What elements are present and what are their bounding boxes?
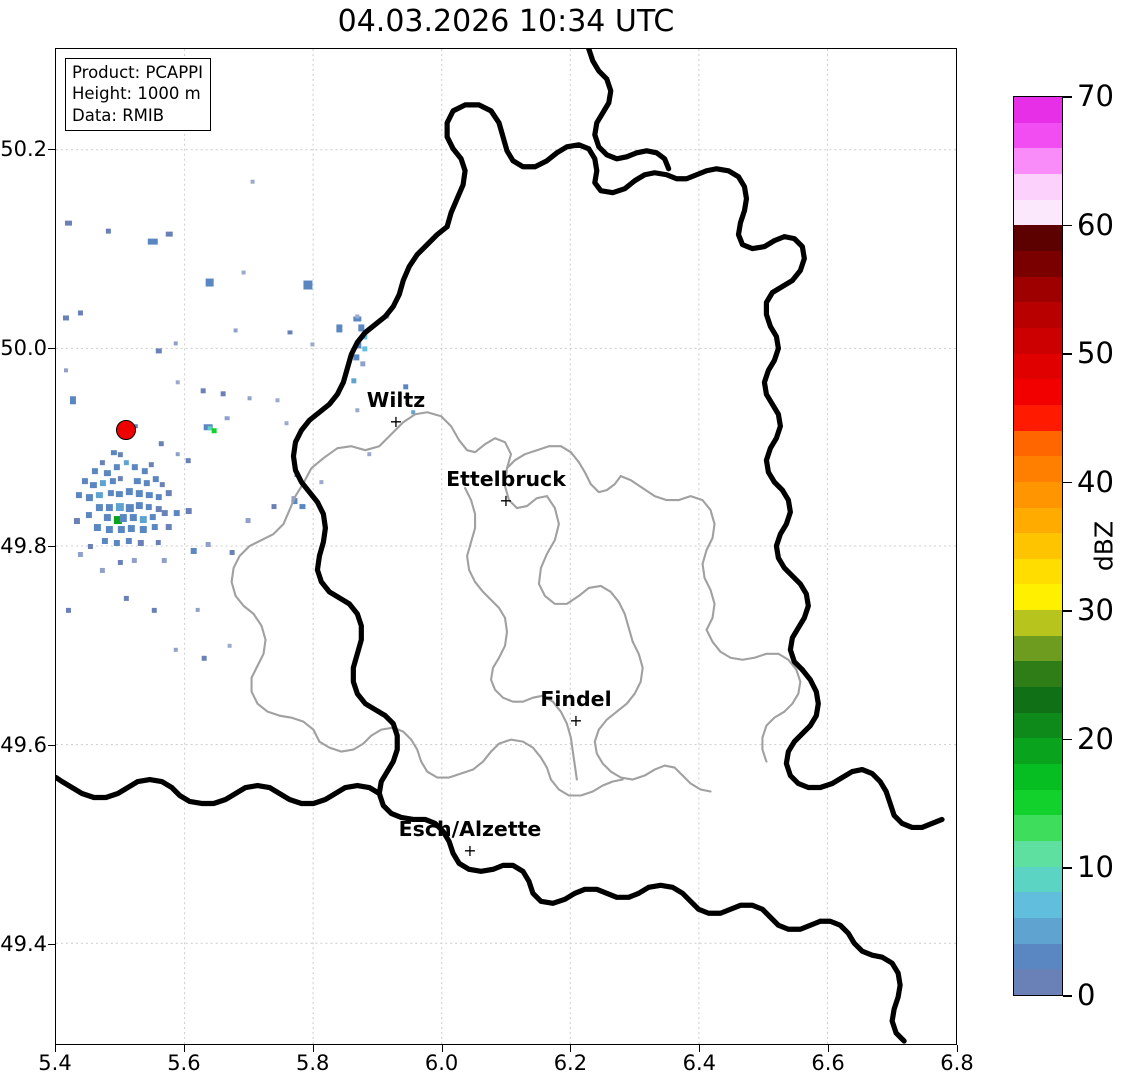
colorbar-band [1014, 943, 1062, 970]
radar-echo-pixels [62, 179, 416, 661]
colorbar-band [1014, 610, 1062, 636]
colorbar-band [1014, 738, 1062, 765]
colorbar-band [1014, 199, 1062, 226]
colorbar-tick-label: 40 [1077, 464, 1114, 499]
colorbar-band [1014, 584, 1062, 611]
colorbar-band [1014, 558, 1062, 585]
colorbar-band [1014, 430, 1062, 457]
colorbar-tick-label: 20 [1077, 721, 1114, 756]
colorbar-tick-label: 60 [1077, 207, 1114, 242]
colorbar-band [1014, 687, 1062, 713]
y-tick-label: 49.4 [0, 932, 47, 956]
colorbar-band [1014, 456, 1062, 482]
colorbar-band [1014, 97, 1062, 123]
city-label-esch-alzette[interactable]: Esch/Alzette + [399, 819, 542, 859]
city-label-ettelbruck[interactable]: Ettelbruck + [446, 469, 566, 509]
x-tick-label: 5.6 [167, 1051, 201, 1075]
neighbouring-country-borders [586, 49, 672, 172]
x-tick-label: 6.6 [811, 1051, 845, 1075]
colorbar-band [1014, 892, 1062, 918]
colorbar-band [1014, 815, 1062, 842]
city-marker: + [499, 490, 513, 510]
colorbar-band [1014, 327, 1062, 354]
info-data: Data: RMIB [72, 105, 165, 125]
map-canvas [56, 49, 956, 1044]
city-name: Wiltz [366, 388, 426, 412]
colorbar-band [1014, 353, 1062, 380]
district-boundaries [230, 411, 802, 797]
x-tick-label: 5.8 [295, 1051, 330, 1075]
colorbar-band [1014, 148, 1062, 174]
city-name: Esch/Alzette [398, 817, 542, 841]
colorbar[interactable]: 70 60 50 40 30 20 10 0 [1013, 79, 1114, 1012]
colorbar-band [1014, 918, 1062, 944]
colorbar-band [1014, 533, 1062, 559]
city-marker: + [569, 710, 583, 730]
info-height: Height: 1000 m [72, 84, 201, 104]
country-border-luxembourg [56, 102, 945, 1044]
city-name: Ettelbruck [446, 467, 566, 491]
colorbar-band [1014, 225, 1062, 251]
colorbar-band [1014, 789, 1062, 816]
colorbar-band [1014, 866, 1062, 893]
x-tick-label: 6.0 [424, 1051, 459, 1075]
city-marker: + [389, 411, 403, 431]
info-box: Product: PCAPPI Height: 1000 m Data: RMI… [65, 58, 211, 132]
x-tick-label: 5.4 [38, 1051, 72, 1075]
colorbar-band [1014, 764, 1062, 790]
colorbar-gradient [1013, 96, 1063, 996]
city-name: Findel [540, 687, 612, 711]
colorbar-band [1014, 122, 1062, 149]
y-tick-label: 49.8 [0, 534, 47, 558]
colorbar-band [1014, 661, 1062, 688]
page-title: 04.03.2026 10:34 UTC [337, 4, 675, 39]
colorbar-tick-label: 30 [1077, 593, 1114, 628]
info-product: Product: PCAPPI [72, 63, 203, 82]
colorbar-band [1014, 173, 1062, 200]
y-tick-label: 50.0 [0, 336, 47, 360]
map-plot-area[interactable]: Product: PCAPPI Height: 1000 m Data: RMI… [55, 48, 957, 1045]
x-tick-label: 6.2 [553, 1051, 588, 1075]
colorbar-axis-label: dBZ [1089, 520, 1119, 572]
x-tick-label: 6.4 [682, 1051, 716, 1075]
city-label-findel[interactable]: Findel + [540, 689, 611, 729]
city-marker: + [463, 840, 477, 860]
colorbar-tick-label: 50 [1077, 336, 1114, 371]
colorbar-band [1014, 481, 1062, 508]
colorbar-band [1014, 841, 1062, 867]
radar-site-marker[interactable] [116, 420, 136, 440]
colorbar-tick-label: 70 [1077, 79, 1114, 113]
colorbar-band [1014, 507, 1062, 534]
colorbar-band [1014, 302, 1062, 328]
colorbar-band [1014, 276, 1062, 303]
city-label-wiltz[interactable]: Wiltz + [367, 390, 425, 430]
colorbar-tick-label: 10 [1077, 850, 1114, 885]
colorbar-tick-label: 0 [1077, 978, 1096, 1012]
grid-lines [56, 49, 956, 1044]
y-tick-label: 49.6 [0, 733, 47, 757]
colorbar-band [1014, 635, 1062, 662]
colorbar-band [1014, 712, 1062, 739]
colorbar-band [1014, 250, 1062, 277]
colorbar-band [1014, 969, 1062, 995]
colorbar-band [1014, 379, 1062, 405]
colorbar-band [1014, 404, 1062, 431]
y-tick-label: 50.2 [0, 137, 47, 161]
x-tick-label: 6.8 [940, 1051, 974, 1075]
